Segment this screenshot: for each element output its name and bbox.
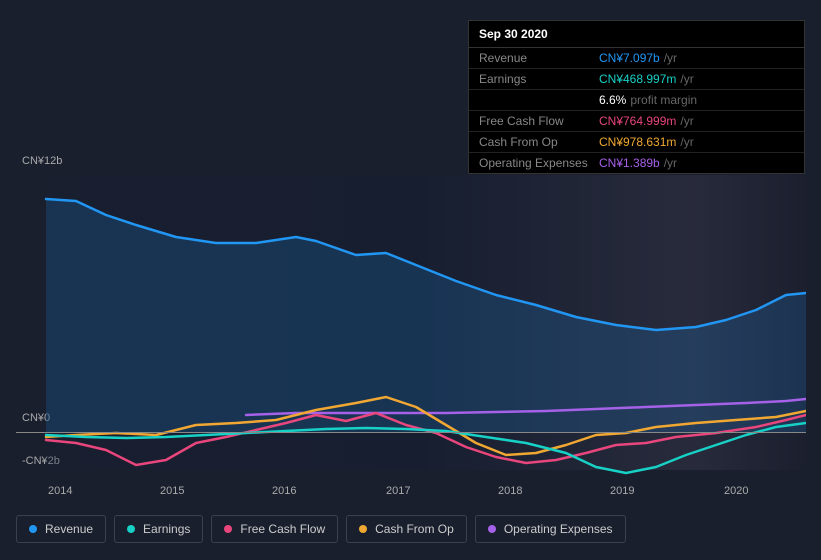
legend-item[interactable]: Free Cash Flow	[211, 515, 338, 543]
tooltip-metric-label	[479, 93, 599, 107]
legend-item[interactable]: Operating Expenses	[475, 515, 626, 543]
chart-svg	[16, 175, 806, 475]
tooltip-metric-label: Operating Expenses	[479, 156, 599, 170]
legend-label: Revenue	[45, 522, 93, 536]
zero-line	[16, 432, 806, 433]
tooltip-row: Operating ExpensesCN¥1.389b /yr	[469, 153, 804, 173]
legend-label: Cash From Op	[375, 522, 454, 536]
tooltip-metric-label: Earnings	[479, 72, 599, 86]
legend: Revenue Earnings Free Cash Flow Cash From O…	[16, 515, 626, 543]
legend-dot-icon	[29, 525, 37, 533]
tooltip-suffix: profit margin	[630, 93, 697, 107]
legend-label: Earnings	[143, 522, 190, 536]
legend-dot-icon	[127, 525, 135, 533]
legend-label: Operating Expenses	[504, 522, 613, 536]
tooltip-row: EarningsCN¥468.997m /yr	[469, 69, 804, 90]
x-axis-label: 2017	[386, 485, 410, 497]
legend-label: Free Cash Flow	[240, 522, 325, 536]
x-axis-label: 2016	[272, 485, 296, 497]
tooltip-suffix: /yr	[664, 51, 677, 65]
tooltip-row: Cash From OpCN¥978.631m /yr	[469, 132, 804, 153]
tooltip-row: RevenueCN¥7.097b /yr	[469, 48, 804, 69]
legend-dot-icon	[359, 525, 367, 533]
tooltip-metric-value: 6.6%	[599, 93, 626, 107]
legend-item[interactable]: Revenue	[16, 515, 106, 543]
x-axis-label: 2020	[724, 485, 748, 497]
tooltip-metric-value: CN¥7.097b	[599, 51, 660, 65]
financial-chart: CN¥12bCN¥0-CN¥2b 20142015201620172018201…	[16, 155, 806, 505]
tooltip-suffix: /yr	[664, 156, 677, 170]
tooltip-date: Sep 30 2020	[469, 21, 804, 48]
tooltip-metric-label: Free Cash Flow	[479, 114, 599, 128]
tooltip-metric-value: CN¥764.999m	[599, 114, 676, 128]
series-fill	[46, 199, 806, 432]
tooltip-suffix: /yr	[680, 135, 693, 149]
tooltip-metric-value: CN¥978.631m	[599, 135, 676, 149]
data-tooltip: Sep 30 2020 RevenueCN¥7.097b /yrEarnings…	[468, 20, 805, 174]
legend-item[interactable]: Cash From Op	[346, 515, 467, 543]
tooltip-row: 6.6% profit margin	[469, 90, 804, 111]
legend-item[interactable]: Earnings	[114, 515, 203, 543]
legend-dot-icon	[488, 525, 496, 533]
x-axis-label: 2018	[498, 485, 522, 497]
x-axis-label: 2019	[610, 485, 634, 497]
tooltip-rows: RevenueCN¥7.097b /yrEarningsCN¥468.997m …	[469, 48, 804, 173]
y-axis-label: CN¥12b	[22, 155, 62, 167]
tooltip-metric-value: CN¥1.389b	[599, 156, 660, 170]
tooltip-metric-label: Cash From Op	[479, 135, 599, 149]
plot-area[interactable]	[16, 175, 806, 475]
x-axis-label: 2014	[48, 485, 72, 497]
tooltip-suffix: /yr	[680, 114, 693, 128]
tooltip-row: Free Cash FlowCN¥764.999m /yr	[469, 111, 804, 132]
x-axis-label: 2015	[160, 485, 184, 497]
tooltip-suffix: /yr	[680, 72, 693, 86]
legend-dot-icon	[224, 525, 232, 533]
tooltip-metric-label: Revenue	[479, 51, 599, 65]
tooltip-metric-value: CN¥468.997m	[599, 72, 676, 86]
